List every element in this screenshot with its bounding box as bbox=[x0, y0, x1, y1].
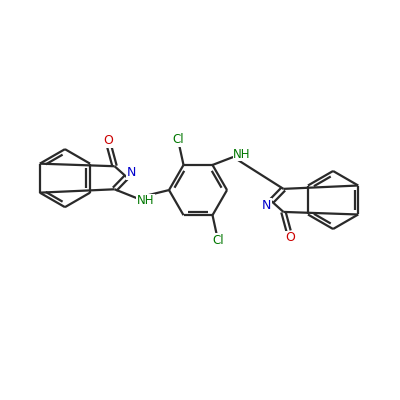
Text: N: N bbox=[127, 166, 136, 180]
Text: O: O bbox=[285, 231, 295, 244]
Text: Cl: Cl bbox=[172, 134, 184, 146]
Text: Cl: Cl bbox=[212, 234, 224, 247]
Text: NH: NH bbox=[233, 148, 251, 161]
Text: N: N bbox=[262, 199, 271, 212]
Text: NH: NH bbox=[136, 194, 154, 207]
Text: O: O bbox=[103, 134, 113, 147]
